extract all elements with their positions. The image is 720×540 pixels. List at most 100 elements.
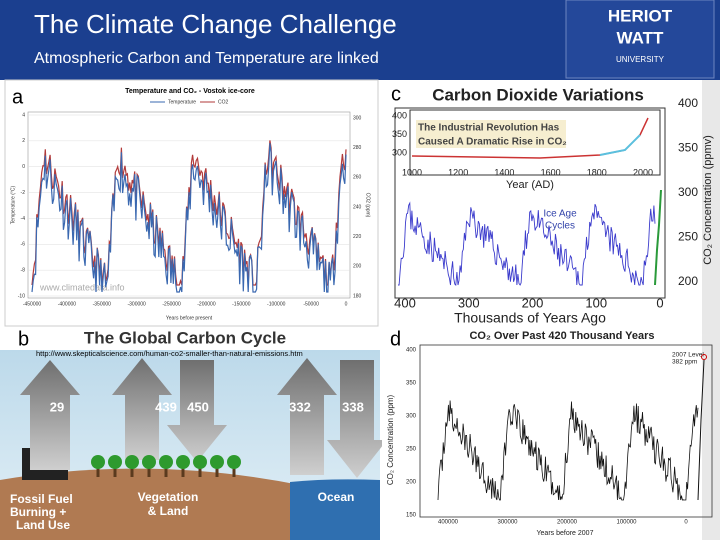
tick-label: -2 xyxy=(21,190,26,196)
tree-crown xyxy=(125,455,139,469)
axis-label: Temperature (°C) xyxy=(10,185,16,224)
tick-label: 240 xyxy=(353,204,362,210)
axis-label: Years before 2007 xyxy=(537,530,594,537)
panel-b: b The Global Carbon Cycle http://www.ske… xyxy=(0,328,387,540)
curve xyxy=(398,201,656,286)
tick-label: 1200 xyxy=(448,167,468,177)
arrow-down xyxy=(327,360,387,478)
tick-label: 4 xyxy=(22,112,25,118)
tick-label: 400 xyxy=(392,110,407,120)
watermark: www.climatedata.info xyxy=(39,282,125,292)
tick-label: 2 xyxy=(22,138,25,144)
tree-crown xyxy=(91,455,105,469)
chart-title: The Global Carbon Cycle xyxy=(84,328,286,347)
tick-label: 300 xyxy=(406,414,417,420)
tick-label: -10 xyxy=(18,293,25,299)
tick-label: 180 xyxy=(353,293,362,299)
source-url: http://www.skepticalscience.com/human-co… xyxy=(36,349,303,358)
logo-text: WATT xyxy=(617,28,665,47)
arrow-down xyxy=(167,360,227,462)
plot-frame xyxy=(419,344,713,518)
label: & Land xyxy=(148,504,189,518)
tick-label: 150 xyxy=(406,513,417,519)
chart-title: CO₂ Over Past 420 Thousand Years xyxy=(469,330,654,342)
tick-label: 100 xyxy=(585,295,607,310)
tick-label: 0 xyxy=(345,301,348,307)
tick-label: 300 xyxy=(392,147,407,157)
plot-frame xyxy=(27,111,351,299)
chart-title: Carbon Dioxide Variations xyxy=(432,85,644,104)
flux-value: 332 xyxy=(289,399,311,414)
tick-label: 250 xyxy=(406,447,417,453)
tree-crown xyxy=(108,455,122,469)
tick-label: 1800 xyxy=(587,167,607,177)
tick-label: 400 xyxy=(406,348,417,354)
tick-label: 200000 xyxy=(557,520,578,526)
tick-label: -100000 xyxy=(267,301,286,307)
curve xyxy=(599,134,641,156)
tree-crown xyxy=(159,455,173,469)
tick-label: -50000 xyxy=(303,301,319,307)
tree-crown xyxy=(176,455,190,469)
ocean xyxy=(290,479,380,540)
tree-trunk xyxy=(232,465,236,477)
flux-value: 29 xyxy=(50,399,64,414)
tree-trunk xyxy=(96,465,100,477)
tree-trunk xyxy=(164,465,168,477)
tick-label: 200 xyxy=(406,480,417,486)
flux-value: 338 xyxy=(342,399,364,414)
panel-d: d CO₂ Over Past 420 Thousand Years 2007 … xyxy=(382,328,713,540)
panel-letter: d xyxy=(390,328,401,350)
tree-trunk xyxy=(198,465,202,477)
tick-label: 300000 xyxy=(497,520,518,526)
inset-note-box xyxy=(416,120,566,148)
tick-label: -300000 xyxy=(127,301,146,307)
axis-label: CO₂ Concentration (ppmv) xyxy=(702,135,714,265)
tick-label: 400 xyxy=(678,96,698,110)
subtitle: Atmospheric Carbon and Temperature are l… xyxy=(34,50,379,67)
annotation: Ice Age xyxy=(543,209,577,220)
tick-label: 1600 xyxy=(541,167,561,177)
legend-label: Temperature xyxy=(168,99,196,105)
logo-box xyxy=(565,0,715,79)
flux-value: 439 xyxy=(155,399,177,414)
tree-crown xyxy=(142,455,156,469)
tick-label: 400 xyxy=(394,295,416,310)
land xyxy=(0,468,300,540)
chart-title: Temperature and CO₂ - Vostok ice-core xyxy=(125,88,255,95)
panel-letter: b xyxy=(18,328,29,350)
axis-label: Years before present xyxy=(166,315,213,321)
inset-note: Caused A Dramatic Rise in CO₂ xyxy=(418,137,567,148)
tick-label: -8 xyxy=(21,267,26,273)
label: Ocean xyxy=(318,490,355,504)
tree-crown xyxy=(193,455,207,469)
panel-c: c Carbon Dioxide Variations The Industri… xyxy=(382,80,714,326)
label: Fossil Fuel xyxy=(10,492,73,506)
title: The Climate Change Challenge xyxy=(34,9,397,39)
trees xyxy=(91,455,241,477)
tick-label: 260 xyxy=(353,175,362,181)
label: Burning + xyxy=(10,505,66,519)
tick-label: 280 xyxy=(353,145,362,151)
arrow-up xyxy=(20,360,80,470)
inset-note: The Industrial Revolution Has xyxy=(418,123,560,134)
axis-label: CO2 (ppm) xyxy=(365,193,371,218)
marker xyxy=(701,354,707,360)
annotation: 382 ppm xyxy=(672,359,697,366)
tick-label: 1400 xyxy=(494,167,514,177)
annotation: 2007 Level xyxy=(672,352,704,359)
tick-label: -150000 xyxy=(232,301,251,307)
axis-label: Thousands of Years Ago xyxy=(454,310,606,326)
tree-trunk xyxy=(113,465,117,477)
tick-label: 400000 xyxy=(438,520,459,526)
tick-label: 0 xyxy=(656,295,663,310)
panel-frame xyxy=(382,328,702,540)
tick-label: 220 xyxy=(353,234,362,240)
tick-label: 2000 xyxy=(633,167,653,177)
tick-label: 0 xyxy=(22,164,25,170)
arrow-up xyxy=(277,358,337,475)
tick-label: -450000 xyxy=(23,301,42,307)
tick-label: 200 xyxy=(678,274,698,288)
